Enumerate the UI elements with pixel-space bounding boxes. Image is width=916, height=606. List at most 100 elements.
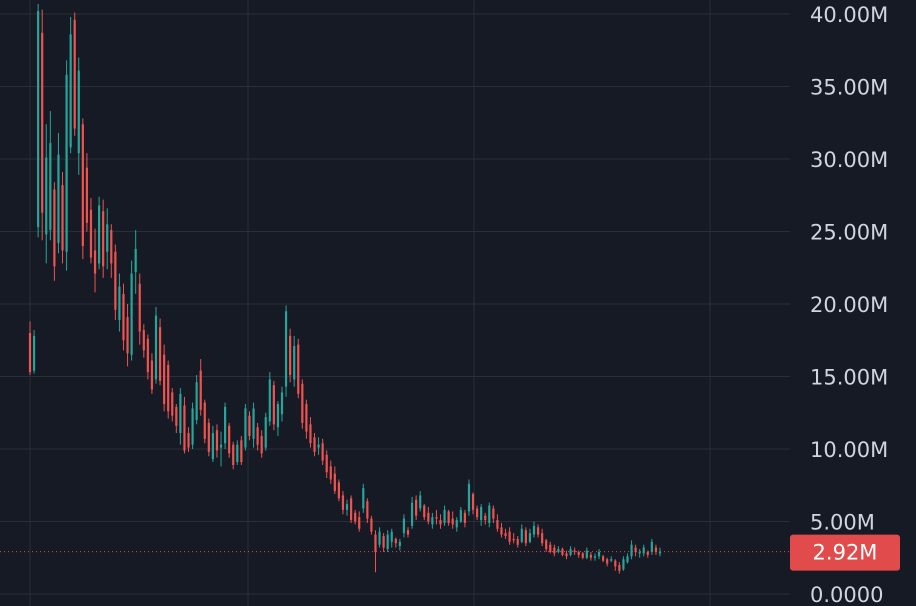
candle-body bbox=[496, 520, 499, 529]
candle-body bbox=[28, 333, 32, 373]
candle bbox=[496, 514, 499, 532]
candle bbox=[650, 538, 653, 555]
candle-body bbox=[553, 547, 556, 554]
candle-body bbox=[565, 553, 568, 557]
candle bbox=[480, 504, 483, 526]
candle-body bbox=[370, 518, 373, 532]
candle bbox=[106, 208, 109, 270]
candle-body bbox=[419, 495, 422, 509]
candle bbox=[374, 530, 377, 573]
candle-body bbox=[77, 70, 80, 154]
candle bbox=[475, 505, 479, 521]
candle-body bbox=[402, 518, 406, 534]
candle bbox=[402, 514, 406, 538]
candle-body bbox=[240, 440, 243, 463]
candle-body bbox=[654, 547, 658, 552]
candle-body bbox=[386, 534, 389, 550]
candle-body bbox=[85, 167, 89, 223]
candle-body bbox=[73, 19, 76, 129]
candle bbox=[89, 198, 93, 264]
candle-body bbox=[341, 495, 345, 510]
candle-body bbox=[187, 433, 190, 448]
y-tick-label: 0.0000 bbox=[810, 583, 883, 606]
candle bbox=[179, 388, 182, 445]
candle-body bbox=[626, 556, 629, 563]
candle-body bbox=[114, 251, 117, 310]
candle bbox=[626, 553, 629, 564]
candle-body bbox=[622, 559, 625, 570]
candle-body bbox=[646, 551, 649, 555]
candle-body bbox=[329, 466, 332, 480]
candle bbox=[118, 273, 121, 332]
candle-body bbox=[138, 283, 141, 332]
candle bbox=[390, 528, 393, 548]
candle bbox=[97, 196, 101, 270]
candle bbox=[447, 509, 450, 526]
candle-body bbox=[236, 444, 239, 463]
candle bbox=[219, 431, 223, 467]
candle-body bbox=[93, 250, 97, 274]
candle-body bbox=[528, 533, 532, 542]
last-value-tag: 2.92M bbox=[790, 534, 900, 571]
candle-body bbox=[163, 354, 166, 405]
candle-body bbox=[585, 550, 588, 558]
candle-body bbox=[301, 383, 304, 423]
candle-body bbox=[154, 315, 158, 380]
candle-body bbox=[252, 408, 255, 439]
candle-body bbox=[215, 430, 219, 451]
candle-body bbox=[175, 406, 178, 426]
candle bbox=[69, 16, 72, 154]
candle bbox=[581, 551, 584, 560]
candle bbox=[565, 550, 568, 560]
candle-body bbox=[561, 549, 564, 555]
candle-body bbox=[638, 551, 641, 554]
candle bbox=[553, 544, 556, 557]
candle-body bbox=[134, 248, 137, 273]
candle-body bbox=[158, 327, 162, 381]
candle-body bbox=[512, 538, 515, 541]
candle bbox=[297, 338, 300, 399]
candle bbox=[532, 521, 536, 538]
candle-body bbox=[207, 422, 210, 452]
candle bbox=[467, 479, 471, 516]
candle-body bbox=[106, 224, 109, 252]
candle-body bbox=[102, 211, 105, 267]
candle bbox=[427, 507, 430, 525]
candle bbox=[345, 499, 349, 516]
candle bbox=[41, 9, 44, 241]
candle-body bbox=[374, 534, 377, 552]
candle-body bbox=[49, 143, 52, 231]
candle bbox=[386, 530, 389, 552]
candle bbox=[28, 321, 32, 376]
candle-body bbox=[480, 507, 483, 521]
candle-body bbox=[439, 520, 442, 525]
candle-body bbox=[349, 498, 353, 521]
candle-body bbox=[69, 34, 72, 148]
candle-body bbox=[601, 556, 605, 561]
candle bbox=[203, 399, 206, 444]
candle-body bbox=[475, 508, 479, 518]
candle bbox=[289, 328, 292, 383]
y-tick-label: 30.00M bbox=[810, 148, 888, 172]
candle bbox=[423, 504, 426, 521]
price-axis[interactable]: 40.00M 35.00M 30.00M 25.00M 20.00M 15.00M 10.0… bbox=[810, 3, 888, 606]
candle-body bbox=[415, 499, 418, 516]
candle-body bbox=[354, 512, 357, 522]
y-tick-label: 40.00M bbox=[810, 3, 888, 27]
candle bbox=[260, 430, 263, 458]
candle-body bbox=[289, 335, 292, 376]
candle bbox=[349, 495, 353, 523]
candle bbox=[244, 404, 247, 451]
candle bbox=[73, 12, 76, 136]
candle-body bbox=[549, 544, 552, 552]
candle-body bbox=[650, 541, 653, 552]
candle-body bbox=[443, 509, 446, 523]
candle-body bbox=[471, 493, 475, 510]
candle bbox=[248, 411, 251, 441]
candle bbox=[471, 492, 475, 515]
candle-body bbox=[467, 483, 471, 512]
candle bbox=[410, 496, 414, 529]
